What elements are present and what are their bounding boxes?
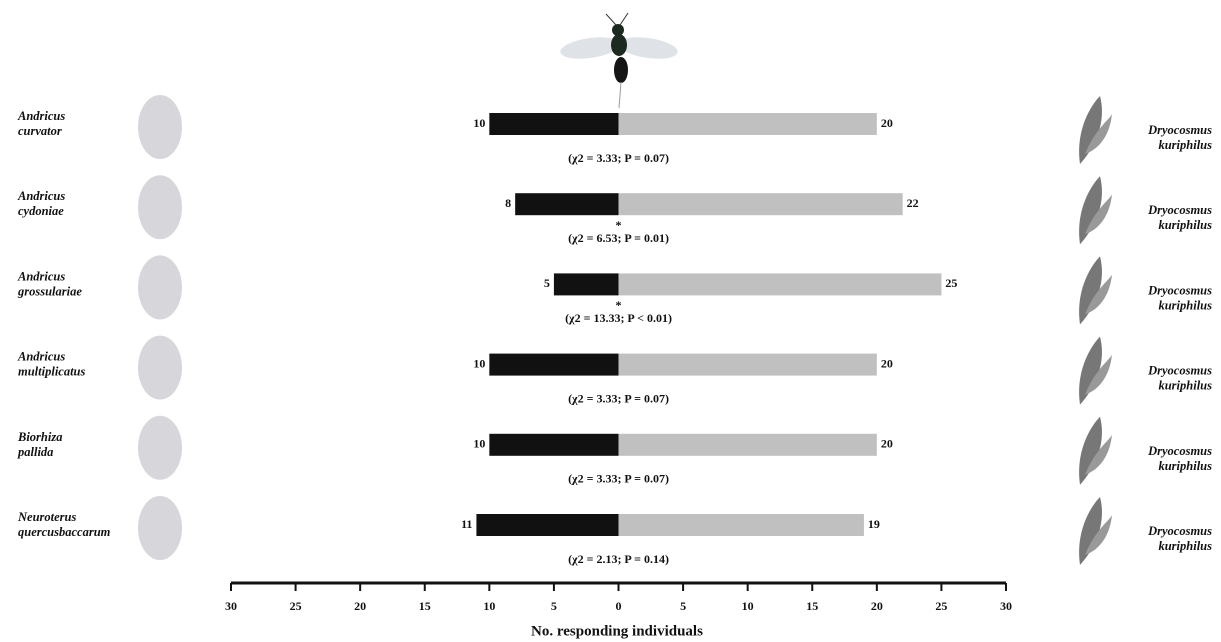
gall-image [138,95,182,159]
gall-image [138,496,182,560]
wasp-image [559,13,679,108]
value-label: 25 [945,276,957,290]
value-label: 10 [473,356,485,370]
annotation: (χ2 = 3.33; P = 0.07) [568,391,669,405]
x-tick-label: 25 [935,599,947,613]
left-label-line: cydoniae [18,204,64,218]
x-tick-label: 5 [551,599,557,613]
left-label-line: Andricus [17,189,65,203]
right-label-line: Dryocosmus [1147,363,1212,377]
x-tick-label: 30 [1000,599,1012,613]
bar [619,514,864,536]
right-label-line: kuriphilus [1158,218,1212,232]
left-label-line: pallida [17,445,53,459]
value-label: 11 [461,517,472,531]
right-label-line: Dryocosmus [1147,203,1212,217]
host-image [1079,96,1102,164]
x-tick-label: 15 [419,599,431,613]
left-label-line: Andricus [17,349,65,363]
bar [489,113,618,135]
value-label: 20 [881,437,893,451]
right-label-line: kuriphilus [1158,298,1212,312]
left-label-line: Andricus [17,269,65,283]
gall-image [138,175,182,239]
value-label: 19 [868,517,880,531]
bar [619,113,877,135]
x-tick-label: 20 [871,599,883,613]
annotation: (χ2 = 13.33; P < 0.01) [565,311,672,325]
value-label: 22 [907,196,919,210]
x-tick-label: 10 [742,599,754,613]
host-image [1079,256,1102,324]
left-label-line: multiplicatus [18,364,86,378]
x-tick-label: 5 [680,599,686,613]
bar [554,273,619,295]
annotation: (χ2 = 3.33; P = 0.07) [568,151,669,165]
x-tick-label: 0 [616,599,622,613]
right-label-line: Dryocosmus [1147,123,1212,137]
value-label: 8 [505,196,511,210]
value-label: 20 [881,356,893,370]
value-label: 10 [473,116,485,130]
annotation: (χ2 = 6.53; P = 0.01) [568,231,669,245]
left-label-line: grossulariae [17,284,82,298]
right-label-line: kuriphilus [1158,378,1212,392]
right-label-line: kuriphilus [1158,539,1212,553]
value-label: 20 [881,116,893,130]
right-label-line: Dryocosmus [1147,444,1212,458]
right-label-line: Dryocosmus [1147,524,1212,538]
host-image [1079,497,1102,565]
gall-image [138,336,182,400]
x-tick-label: 10 [483,599,495,613]
x-tick-label: 15 [806,599,818,613]
left-label-line: Biorhiza [17,430,62,444]
value-label: 10 [473,437,485,451]
bar [619,273,942,295]
left-label-line: curvator [18,124,62,138]
significance-mark: * [616,218,622,232]
bar [619,193,903,215]
annotation: (χ2 = 3.33; P = 0.07) [568,472,669,486]
host-image [1079,417,1102,485]
bar [619,434,877,456]
chart: No. responding individuals 30 25 20 15 10 5 0 5… [0,0,1221,642]
left-label-line: Neuroterus [17,510,76,524]
bar [476,514,618,536]
x-axis-title: No. responding individuals [531,623,703,639]
right-label-line: kuriphilus [1158,459,1212,473]
gall-image [138,255,182,319]
right-label-line: kuriphilus [1158,138,1212,152]
right-label-line: Dryocosmus [1147,283,1212,297]
x-tick-label: 20 [354,599,366,613]
significance-mark: * [616,298,622,312]
x-tick-label: 30 [225,599,237,613]
bar [619,354,877,376]
host-image [1079,337,1102,405]
host-image [1079,176,1102,244]
left-label-line: quercusbaccarum [18,525,111,539]
bar [489,434,618,456]
bar [515,193,618,215]
bar [489,354,618,376]
value-label: 5 [544,276,550,290]
gall-image [138,416,182,480]
annotation: (χ2 = 2.13; P = 0.14) [568,552,669,566]
left-label-line: Andricus [17,109,65,123]
x-tick-label: 25 [290,599,302,613]
